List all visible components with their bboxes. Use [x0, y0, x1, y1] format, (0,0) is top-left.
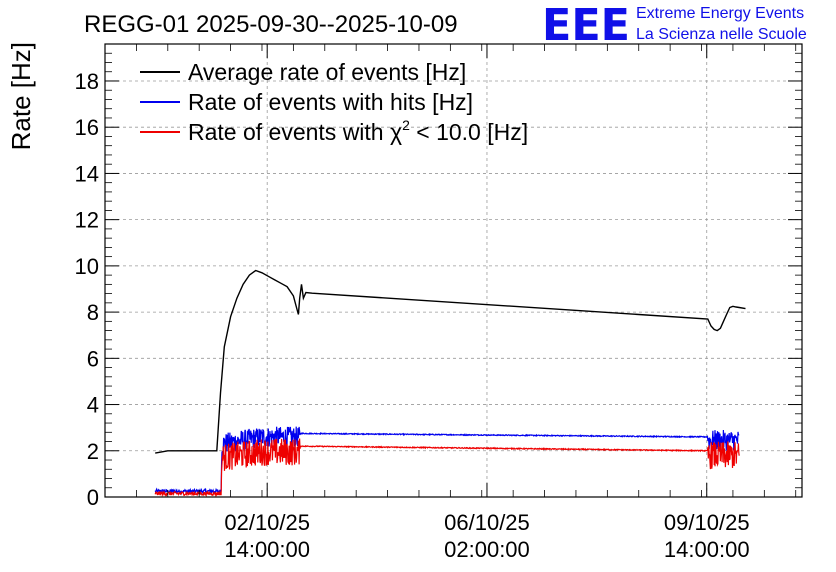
axis-ticks	[105, 43, 802, 498]
y-tick-label: 0	[87, 485, 99, 510]
legend-label: Rate of events with hits [Hz]	[188, 89, 473, 115]
eee-logo-line2: La Scienza nelle Scuole	[636, 26, 807, 43]
x-tick-label-date: 06/10/25	[444, 510, 530, 535]
legend-text-suffix: < 10.0 [Hz]	[410, 119, 528, 145]
x-tick-label-time: 14:00:00	[664, 537, 750, 562]
y-tick-label: 6	[87, 346, 99, 371]
y-axis-label: Rate [Hz]	[6, 42, 36, 150]
series-line-1	[154, 426, 740, 496]
x-tick-label-date: 02/10/25	[224, 510, 310, 535]
y-tick-labels: 0 2 4 6 8 10 12 14 16 18	[75, 69, 99, 510]
eee-logo: EEE Extreme Energy Events La Scienza nel…	[542, 0, 807, 51]
x-tick-labels: 02/10/2514:00:0006/10/2502:00:0009/10/25…	[224, 510, 749, 562]
legend-text: Average rate of events [Hz]	[188, 59, 466, 85]
legend: Average rate of events [Hz] Rate of event…	[140, 59, 528, 145]
legend-label: Rate of events with χ2 < 10.0 [Hz]	[188, 117, 528, 145]
legend-text: Rate of events with χ	[188, 119, 402, 145]
plot-frame	[104, 43, 803, 498]
chart-title: REGG-01 2025-09-30--2025-10-09	[84, 11, 458, 38]
series-group	[154, 269, 746, 498]
y-tick-label: 18	[75, 69, 99, 94]
x-tick-label-time: 14:00:00	[224, 537, 310, 562]
y-tick-label: 8	[87, 300, 99, 325]
y-tick-label: 14	[75, 161, 99, 186]
legend-superscript: 2	[402, 117, 410, 133]
x-tick-label-date: 09/10/25	[664, 510, 750, 535]
y-tick-label: 2	[87, 439, 99, 464]
y-tick-label: 12	[75, 208, 99, 233]
eee-logo-letters: EEE	[542, 0, 630, 51]
y-tick-label: 10	[75, 254, 99, 279]
y-tick-label: 16	[75, 115, 99, 140]
series-line-2	[154, 438, 740, 498]
x-tick-label-time: 02:00:00	[444, 537, 530, 562]
series-line-0	[155, 269, 746, 454]
eee-logo-line1: Extreme Energy Events	[636, 5, 804, 22]
y-tick-label: 4	[87, 393, 99, 418]
grid-lines	[105, 44, 802, 497]
legend-label: Average rate of events [Hz]	[188, 59, 466, 85]
legend-text: Rate of events with hits [Hz]	[188, 89, 473, 115]
